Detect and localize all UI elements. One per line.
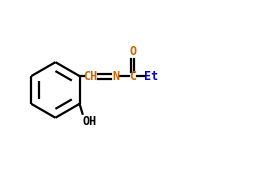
Text: O: O	[129, 45, 136, 58]
Text: C: C	[129, 70, 136, 83]
Text: OH: OH	[83, 115, 97, 128]
Text: CH: CH	[83, 70, 98, 83]
Text: N: N	[112, 70, 119, 83]
Text: Et: Et	[144, 70, 158, 83]
